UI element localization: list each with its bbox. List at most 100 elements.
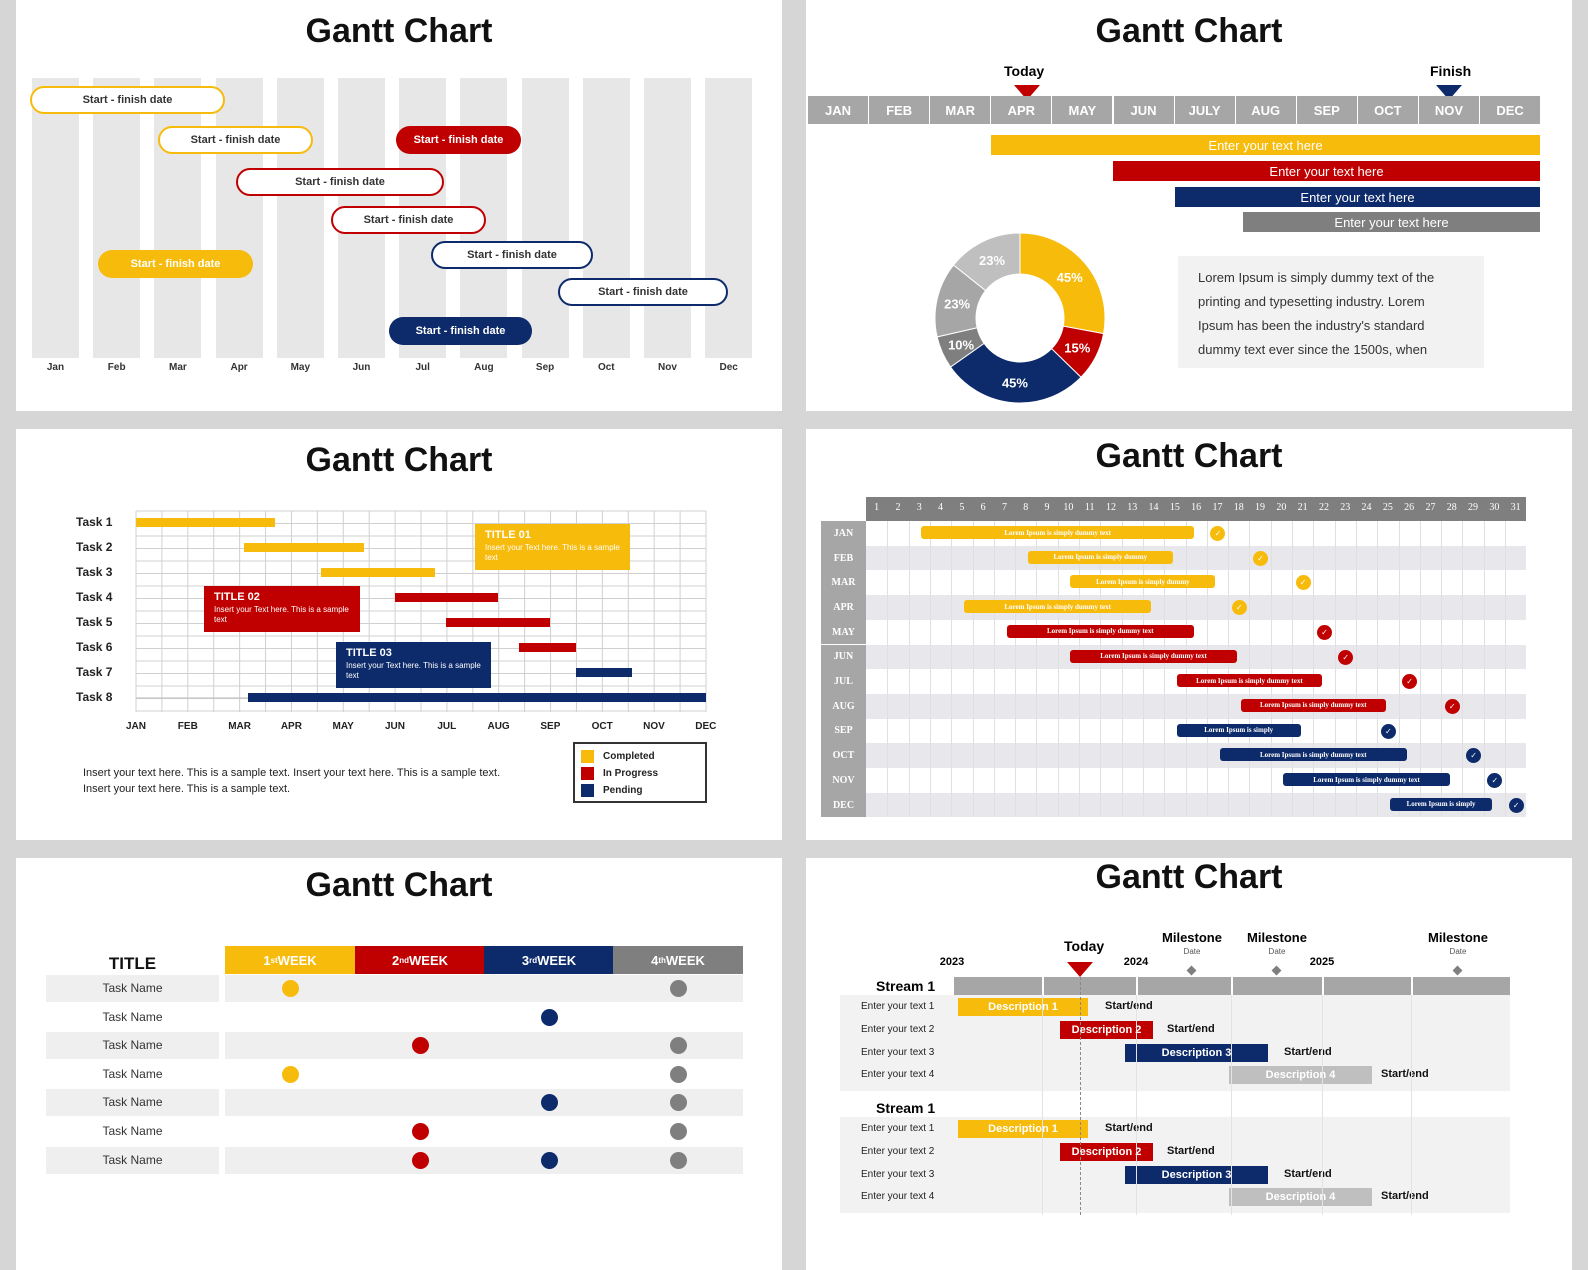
day-gridline (1313, 521, 1315, 818)
stream-name: Stream 1 (876, 1100, 936, 1116)
month-column (276, 78, 324, 358)
task-bar: Lorem Ipsum is simply dummy text (1176, 674, 1322, 688)
check-icon: ✓ (1402, 674, 1418, 690)
check-icon: ✓ (1316, 624, 1332, 640)
row-text: Enter your text 2 (861, 1023, 935, 1035)
note-line: Insert your text here. This is a sample … (83, 767, 501, 779)
day-gridline (1100, 521, 1102, 818)
month-label: Aug (474, 362, 494, 373)
gantt-bar: Start - finish date (389, 317, 532, 345)
start-end-label: Start/end (1167, 1144, 1215, 1157)
month-label: APR (821, 595, 866, 620)
task-name: Task Name (102, 1066, 163, 1081)
start-end-label: Start/end (1381, 1068, 1429, 1081)
day-label: 22 (1318, 502, 1329, 513)
gantt-bar: Start - finish date (30, 86, 225, 114)
month-label: AUG (487, 721, 510, 732)
status-dot (411, 1037, 429, 1055)
status-dot (411, 1123, 429, 1140)
task-gantt-chart (135, 510, 707, 712)
row-band (225, 1146, 743, 1174)
year-divider (1136, 977, 1138, 995)
status-dot (669, 1065, 687, 1083)
stream-name: Stream 1 (876, 978, 936, 994)
task-name: Task Name (102, 981, 163, 995)
legend-item: Pending (581, 782, 699, 799)
status-dot (540, 1151, 558, 1169)
month-label: Mar (168, 362, 187, 373)
month-label: JUL (437, 721, 457, 732)
row-text: Enter your text 4 (861, 1191, 935, 1203)
row-text: Enter your text 1 (861, 1001, 935, 1012)
day-label: 20 (1276, 502, 1287, 513)
task-label: Task 4 (76, 590, 113, 604)
day-label: 3 (916, 502, 922, 513)
month-cell: JULY (1174, 96, 1235, 124)
row-text: Enter your text 3 (861, 1168, 935, 1180)
status-dot (669, 1094, 687, 1112)
month-label: Dec (719, 362, 738, 373)
slide-1: Gantt Chart Jan Feb Mar Apr May Jun Jul Aug Sep O… (16, 0, 782, 411)
start-end-label: Start/end (1284, 1045, 1332, 1058)
milestone-date: Date (1268, 947, 1286, 956)
task-bar: Lorem Ipsum is simply dummy text (1006, 624, 1195, 638)
row-band (225, 1032, 743, 1060)
day-gridline (887, 521, 889, 818)
day-label: 12 (1105, 502, 1116, 513)
task-label: Task 8 (76, 690, 113, 704)
task-name-cell (46, 1060, 219, 1088)
month-label: MAR (821, 570, 866, 596)
title-box: TITLE 03 Insert your Text here. This is a… (336, 642, 491, 688)
day-gridline (1398, 521, 1400, 818)
status-dot (540, 1008, 558, 1026)
month-label: AUG (821, 693, 866, 719)
day-gridline (1355, 521, 1357, 818)
description-bar: Description 3 (1125, 1043, 1268, 1062)
legend: Completed In Progress Pending (573, 742, 707, 803)
task-name: Task Name (102, 1152, 163, 1167)
day-label: 13 (1127, 502, 1138, 513)
month-label: DEC (821, 792, 866, 818)
check-icon: ✓ (1253, 550, 1269, 566)
week-suffix: nd (399, 955, 409, 965)
day-label: 23 (1340, 502, 1351, 513)
today-label: Today (1004, 63, 1045, 79)
description-bar: Description 2 (1060, 1142, 1153, 1161)
donut-slice (949, 342, 1082, 404)
month-label: SEP (540, 721, 561, 732)
row-band (225, 975, 743, 1002)
day-label: 9 (1044, 502, 1050, 513)
milestone-date: Date (1183, 947, 1201, 956)
slide-title: Gantt Chart (305, 866, 493, 904)
status-dot (669, 1123, 687, 1140)
task-name-cell (46, 1032, 219, 1060)
task-bar (321, 568, 435, 577)
donut-label: 45% (1002, 375, 1028, 390)
week-suffix: th (658, 955, 666, 965)
month-cell: FEB (869, 96, 930, 124)
legend-swatch (581, 767, 594, 780)
grid-line (1042, 995, 1043, 1215)
task-bar (519, 643, 576, 652)
day-gridline (951, 521, 953, 818)
month-label: Feb (107, 362, 126, 373)
start-end-label: Start/end (1284, 1167, 1332, 1180)
grid-line (1322, 995, 1323, 1215)
status-dot (669, 1037, 687, 1055)
month-column (705, 78, 753, 358)
task-name-cell (46, 1089, 219, 1117)
timeline-bar: Enter your text here (1175, 187, 1540, 207)
day-gridline (1377, 521, 1379, 818)
month-label: JUN (384, 721, 405, 732)
month-label: DEC (695, 721, 717, 732)
task-label: Task 5 (76, 615, 113, 629)
status-dot (281, 980, 299, 997)
month-cell: SEP (1296, 96, 1357, 124)
task-bar: Lorem Ipsum is simply dummy text (1240, 698, 1386, 712)
donut-label: 10% (948, 337, 974, 352)
row-band (225, 1089, 743, 1117)
day-gridline (972, 521, 974, 818)
day-label: 25 (1382, 502, 1393, 513)
task-bar (136, 518, 275, 527)
